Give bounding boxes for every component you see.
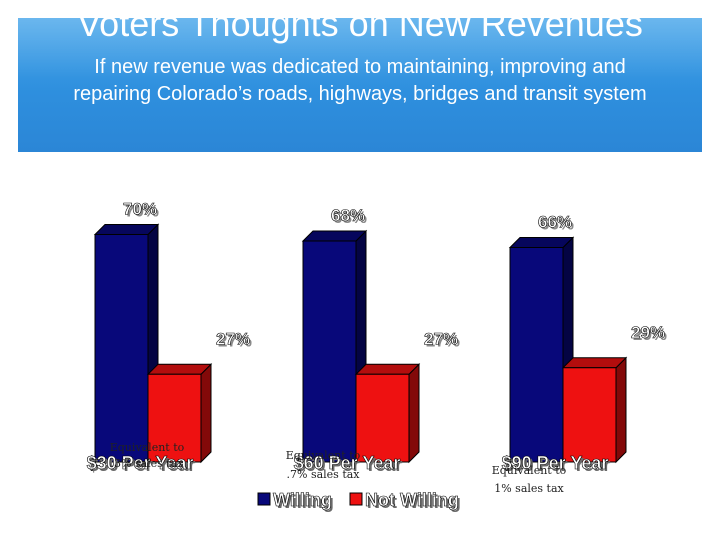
bar-top-willing-2: [508, 237, 575, 248]
svg-text:68%: 68%: [333, 208, 367, 227]
svg-text:$90 Per Year: $90 Per Year: [504, 455, 611, 475]
bar-top-not-willing-2: [561, 357, 628, 369]
category-note-1-0: Equivalent to: [286, 449, 361, 462]
category-note-0-0: Equivalent to: [110, 441, 185, 454]
bar-side-not-willing-1: [408, 363, 420, 464]
category-note-2-1: 1% sales tax: [494, 482, 564, 495]
category-label-0: $30 Per Year: [87, 453, 194, 473]
svg-text:27%: 27%: [218, 331, 252, 350]
legend-not-willing-label: Not Willing: [365, 490, 459, 510]
bar-willing-0: [94, 234, 149, 463]
bar-not-willing-1: [355, 373, 410, 463]
bar-side-not-willing-0: [200, 363, 212, 464]
category-note-1-1: .7% sales tax: [287, 468, 361, 481]
svg-text:Not Willing: Not Willing: [367, 492, 461, 512]
bar-willing-1: [302, 240, 357, 463]
value-label-not-willing-1: 27%: [424, 329, 458, 348]
value-label-willing-2: 66%: [538, 213, 572, 232]
bar-not-willing-2: [562, 367, 617, 463]
bar-top-willing-1: [301, 230, 368, 242]
svg-text:66%: 66%: [540, 215, 574, 234]
legend-willing-label: Willing: [273, 490, 332, 510]
value-label-not-willing-0: 27%: [216, 329, 250, 348]
title-banner: Voters Thoughts on New Revenues If new r…: [18, 18, 702, 152]
svg-text:29%: 29%: [633, 325, 667, 344]
category-note-0-1: .3% sales tax: [111, 457, 185, 470]
svg-text:$30 Per Year: $30 Per Year: [89, 455, 196, 475]
bar-top-not-willing-1: [354, 363, 421, 375]
value-label-willing-1: 68%: [331, 206, 365, 225]
svg-text:$60 Per Year: $60 Per Year: [296, 455, 403, 475]
svg-text:27%: 27%: [426, 331, 460, 350]
category-label-2: $90 Per Year: [502, 453, 609, 473]
bar-not-willing-0: [147, 373, 202, 463]
value-label-not-willing-2: 29%: [631, 323, 665, 342]
category-label-1: $60 Per Year: [294, 453, 401, 473]
legend-not-willing-swatch: [349, 492, 363, 506]
bar-top-willing-0: [93, 224, 160, 235]
bar-side-not-willing-2: [615, 356, 627, 464]
category-note-2-0: Equivalent to: [492, 464, 567, 477]
svg-text:70%: 70%: [125, 202, 159, 221]
value-label-willing-0: 70%: [123, 200, 157, 219]
bar-top-not-willing-0: [146, 363, 213, 375]
legend-willing-swatch: [257, 492, 271, 506]
svg-text:Willing: Willing: [275, 492, 334, 512]
bar-willing-2: [509, 247, 564, 463]
